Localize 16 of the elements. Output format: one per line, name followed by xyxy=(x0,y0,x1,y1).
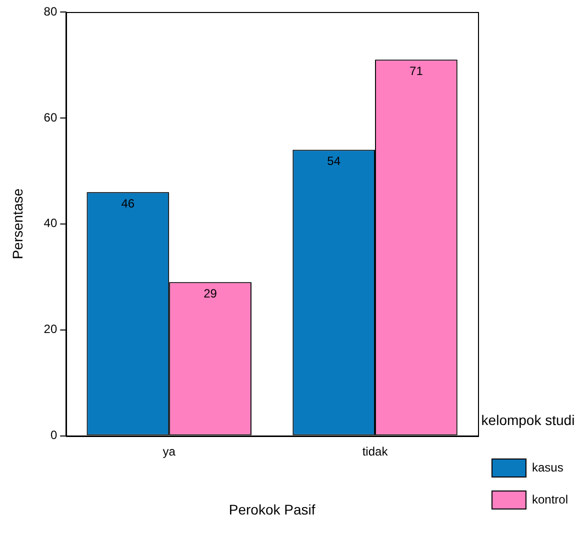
x-tick-label: ya xyxy=(162,444,176,458)
y-tick-label: 80 xyxy=(44,4,58,18)
y-axis-title: Persentase xyxy=(9,188,26,260)
y-tick-label: 0 xyxy=(50,428,58,442)
data-label: 29 xyxy=(204,286,218,300)
y-tick-label: 40 xyxy=(44,216,58,230)
y-tick-label: 60 xyxy=(44,110,58,124)
data-label: 54 xyxy=(327,154,341,168)
x-axis-title: Perokok Pasif xyxy=(228,501,316,518)
x-tick-label: tidak xyxy=(362,444,389,458)
data-label: 46 xyxy=(121,196,135,210)
legend-title: kelompok studi xyxy=(481,412,575,428)
legend-label: kasus xyxy=(532,460,564,474)
legend-label: kontrol xyxy=(532,492,568,506)
y-tick-label: 20 xyxy=(44,322,58,336)
data-label: 71 xyxy=(410,64,424,78)
